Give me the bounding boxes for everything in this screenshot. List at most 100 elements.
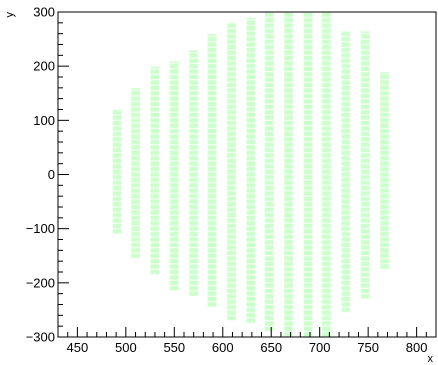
module-cell — [246, 25, 256, 31]
module-cell — [360, 190, 370, 196]
module-column — [226, 23, 237, 321]
y-tick-label: 300 — [33, 5, 55, 20]
module-cell — [303, 272, 313, 278]
module-cell — [189, 79, 199, 85]
module-cell — [303, 239, 313, 245]
module-cell — [226, 23, 237, 29]
module-cell — [226, 266, 237, 272]
module-cell — [321, 272, 332, 278]
module-cell — [112, 142, 122, 148]
module-cell — [360, 283, 370, 289]
module-cell — [303, 207, 313, 213]
x-tick-label: 600 — [212, 340, 234, 355]
module-cell — [379, 90, 390, 96]
module-cell — [207, 63, 217, 69]
module-cell — [360, 98, 370, 104]
module-cell — [321, 180, 332, 186]
module-cell — [303, 299, 313, 305]
module-cell — [150, 150, 160, 156]
module-cell — [321, 190, 332, 196]
module-cell — [169, 220, 179, 226]
module-cell — [303, 190, 313, 196]
module-cell — [341, 307, 351, 313]
module-cell — [379, 101, 390, 107]
module-cell — [303, 39, 313, 45]
module-cell — [130, 171, 141, 178]
module-cell — [246, 285, 256, 291]
module-cell — [321, 23, 332, 29]
module-cell — [321, 277, 332, 283]
module-cell — [284, 283, 294, 289]
module-cell — [150, 269, 160, 275]
module-cell — [189, 204, 199, 210]
module-cell — [321, 234, 332, 240]
module-cell — [264, 82, 274, 88]
module-cell — [246, 274, 256, 280]
module-cell — [360, 93, 370, 99]
module-cell — [341, 161, 351, 167]
module-cell — [284, 196, 294, 202]
module-cell — [264, 98, 274, 104]
module-cell — [360, 115, 370, 121]
module-cell — [341, 231, 351, 237]
module-cell — [284, 299, 294, 305]
module-cell — [284, 158, 294, 164]
module-cell — [284, 180, 294, 186]
module-cell — [169, 69, 179, 75]
module-cell — [150, 96, 160, 102]
module-cell — [360, 201, 370, 207]
module-cell — [360, 55, 370, 61]
module-cell — [226, 288, 237, 294]
module-cell — [150, 79, 160, 85]
module-cell — [360, 218, 370, 224]
module-cell — [341, 79, 351, 85]
module-cell — [284, 50, 294, 56]
module-cell — [246, 312, 256, 318]
module-cell — [284, 88, 294, 94]
module-cell — [360, 142, 370, 148]
module-cell — [207, 69, 217, 75]
module-cell — [207, 36, 217, 42]
module-cell — [150, 226, 160, 232]
module-cell — [360, 109, 370, 115]
module-cell — [264, 120, 274, 126]
module-cell — [264, 299, 274, 305]
module-cell — [341, 63, 351, 69]
module-cell — [112, 190, 122, 196]
module-cell — [246, 209, 256, 215]
module-cell — [189, 139, 199, 145]
module-cell — [341, 134, 351, 140]
module-cell — [226, 180, 237, 186]
module-cell — [321, 283, 332, 289]
module-cell — [284, 39, 294, 45]
module-cell — [150, 166, 160, 172]
module-cell — [130, 144, 141, 150]
module-cell — [207, 301, 217, 308]
module-cell — [130, 101, 141, 107]
module-cell — [360, 245, 370, 251]
module-cell — [150, 258, 160, 264]
module-cell — [246, 296, 256, 302]
module-cell — [226, 283, 237, 289]
module-cell — [284, 261, 294, 267]
module-cell — [169, 166, 179, 172]
x-tick-label: 800 — [406, 340, 428, 355]
module-cell — [341, 58, 351, 64]
module-cell — [246, 85, 256, 91]
data-marks-layer — [112, 12, 390, 337]
module-cell — [189, 242, 199, 248]
module-cell — [246, 134, 256, 140]
module-cell — [379, 161, 390, 167]
module-cell — [379, 209, 390, 215]
module-cell — [207, 101, 217, 107]
module-cell — [360, 120, 370, 126]
module-cell — [303, 250, 313, 256]
module-cell — [360, 50, 370, 56]
module-cell — [246, 171, 256, 178]
module-cell — [150, 144, 160, 150]
module-cell — [303, 125, 313, 131]
module-cell — [264, 277, 274, 283]
module-cell — [207, 236, 217, 243]
module-cell — [189, 247, 199, 253]
